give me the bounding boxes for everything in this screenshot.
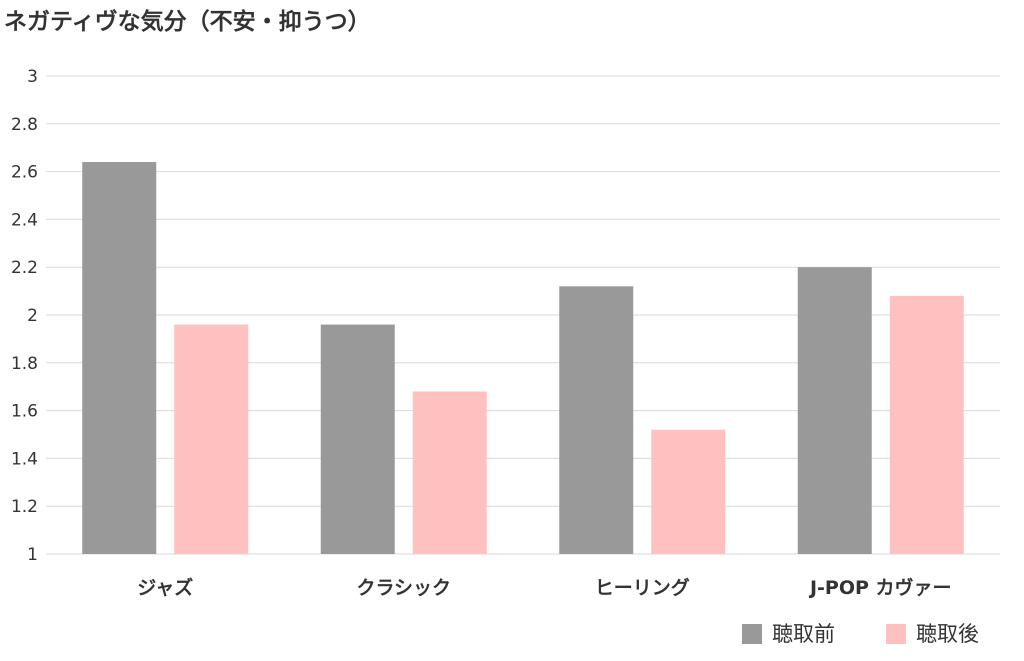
legend-label: 聴取前: [772, 622, 835, 646]
legend-swatch: [886, 624, 906, 644]
y-tick-label: 1.8: [11, 354, 38, 374]
legend: 聴取前 聴取後: [742, 622, 979, 646]
y-tick-label: 2.6: [11, 163, 38, 183]
bar: [651, 429, 726, 554]
y-tick-label: 1: [27, 545, 38, 565]
y-tick-label: 1.4: [11, 449, 38, 469]
bar: [174, 324, 249, 554]
bar: [889, 295, 964, 554]
bar: [82, 162, 157, 555]
bar: [320, 324, 395, 554]
y-tick-label: 3: [27, 67, 38, 87]
bar: [797, 267, 872, 554]
y-tick-label: 2.2: [11, 258, 38, 278]
bar: [559, 286, 634, 554]
chart-title: ネガティヴな気分（不安・抑うつ）: [4, 8, 371, 35]
y-axis-tick-labels: 1 1.2 1.4 1.6 1.8 2 2.2 2.4 2.6 2.8 3: [11, 67, 38, 565]
y-tick-label: 2: [27, 306, 38, 326]
x-category-label: ヒーリング: [595, 576, 690, 599]
bars: [82, 162, 964, 555]
x-category-label: クラシック: [356, 577, 451, 599]
legend-label: 聴取後: [916, 622, 979, 646]
legend-swatch: [742, 624, 762, 644]
y-tick-label: 1.2: [11, 497, 38, 517]
x-axis-category-labels: ジャズ クラシック ヒーリング J-POP カヴァー: [137, 576, 951, 599]
y-tick-label: 1.6: [11, 402, 38, 422]
x-category-label: ジャズ: [137, 576, 193, 599]
bar: [412, 391, 487, 554]
y-tick-label: 2.8: [11, 115, 38, 135]
y-tick-label: 2.4: [11, 210, 38, 230]
x-category-label: J-POP カヴァー: [808, 576, 952, 599]
